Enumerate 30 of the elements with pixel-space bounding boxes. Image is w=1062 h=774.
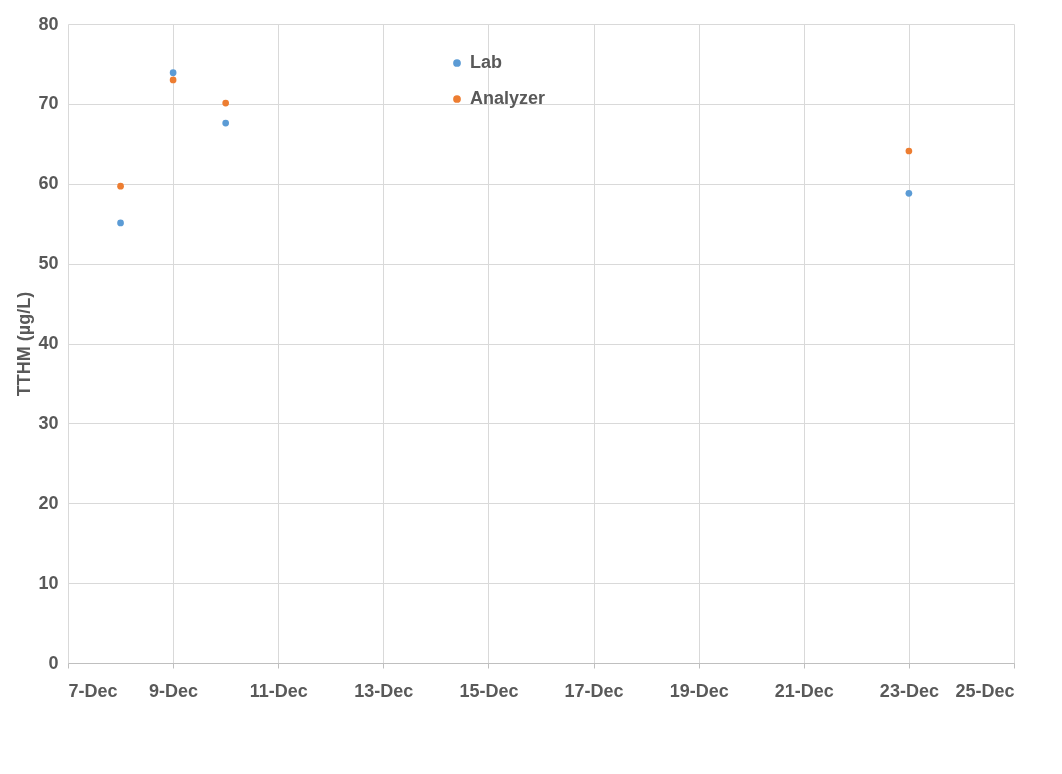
y-tick-label: 10	[38, 572, 59, 593]
point	[117, 219, 124, 227]
y-tick-label: 20	[38, 492, 59, 513]
point	[169, 76, 177, 84]
y-tick-label: 0	[48, 652, 59, 673]
x-tick-label: 17-Dec	[564, 680, 624, 701]
y-tick-label: 40	[38, 333, 59, 353]
x-tick-label: 11-Dec	[249, 680, 308, 701]
x-tick-label: 15-Dec	[459, 680, 519, 701]
y-tick-label: 80	[38, 13, 59, 34]
point	[905, 189, 913, 197]
point	[117, 182, 124, 190]
y-axis-title: TTHM (µg/L)	[14, 291, 35, 397]
point	[222, 119, 230, 127]
x-tick-label: 25-Dec	[955, 680, 1015, 701]
point	[222, 99, 230, 107]
point	[905, 147, 913, 155]
y-tick-label: 70	[38, 93, 59, 114]
legend-label: Analyzer	[470, 88, 546, 108]
y-tick-label: 60	[38, 173, 59, 194]
x-tick-label: 23-Dec	[879, 680, 939, 701]
x-tick-label: 13-Dec	[354, 680, 414, 701]
x-tick-label: 7-Dec	[68, 680, 118, 701]
x-tick-label: 21-Dec	[774, 680, 834, 701]
point	[169, 69, 177, 77]
x-tick-label: 19-Dec	[669, 680, 729, 701]
legend-label: Lab	[470, 52, 503, 72]
y-tick-label: 30	[38, 412, 59, 433]
x-tick-label: 9-Dec	[149, 680, 199, 701]
y-tick-label: 50	[38, 253, 59, 274]
